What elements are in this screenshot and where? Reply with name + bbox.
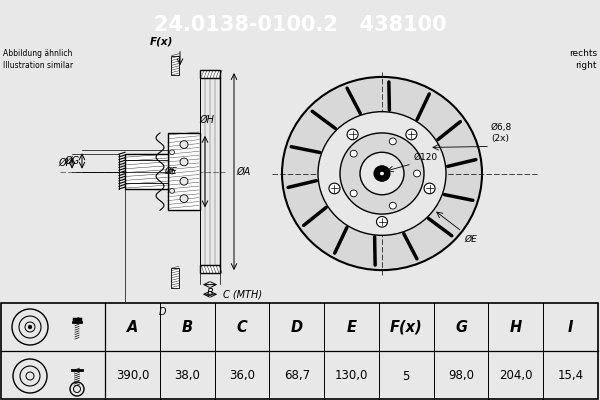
Text: Ø6,8
(2x): Ø6,8 (2x): [491, 122, 512, 143]
Text: I: I: [568, 320, 574, 334]
Text: C (MTH): C (MTH): [223, 289, 262, 299]
Text: ØE: ØE: [164, 167, 178, 176]
Text: 98,0: 98,0: [448, 370, 474, 382]
Text: 5: 5: [403, 370, 410, 382]
Circle shape: [180, 195, 188, 202]
Text: 36,0: 36,0: [229, 370, 255, 382]
Text: rechts
right: rechts right: [569, 49, 597, 70]
Circle shape: [350, 190, 357, 197]
Bar: [125, 154, 168, 189]
Circle shape: [406, 129, 417, 140]
Circle shape: [360, 152, 404, 195]
Circle shape: [180, 141, 188, 148]
Text: D: D: [159, 307, 166, 317]
Text: B: B: [182, 320, 193, 334]
Circle shape: [424, 183, 435, 194]
Circle shape: [340, 133, 424, 214]
Text: ØI: ØI: [59, 158, 69, 168]
Circle shape: [170, 169, 175, 174]
Text: 204,0: 204,0: [499, 370, 533, 382]
Circle shape: [329, 183, 340, 194]
Bar: [200, 70, 220, 78]
Circle shape: [377, 216, 388, 227]
Text: H: H: [510, 320, 522, 334]
Text: 130,0: 130,0: [335, 370, 368, 382]
Text: D: D: [290, 320, 303, 334]
Circle shape: [374, 166, 390, 181]
Circle shape: [350, 150, 357, 157]
Text: 390,0: 390,0: [116, 370, 149, 382]
Circle shape: [380, 172, 383, 175]
Bar: [171, 268, 179, 288]
Text: ØG: ØG: [64, 156, 79, 166]
Text: ØE: ØE: [464, 234, 477, 243]
Circle shape: [28, 325, 32, 329]
Circle shape: [170, 150, 175, 155]
Circle shape: [389, 202, 397, 209]
Circle shape: [180, 177, 188, 185]
Circle shape: [347, 129, 358, 140]
Text: Abbildung ähnlich
Illustration similar: Abbildung ähnlich Illustration similar: [3, 49, 73, 70]
Circle shape: [318, 112, 446, 235]
Text: ØH: ØH: [199, 115, 215, 125]
Bar: [200, 265, 220, 273]
Text: G: G: [455, 320, 467, 334]
Circle shape: [413, 170, 421, 177]
Text: 38,0: 38,0: [174, 370, 200, 382]
Text: F(x): F(x): [150, 37, 173, 47]
Text: B: B: [206, 288, 214, 298]
Text: ØA: ØA: [236, 166, 250, 176]
Text: E: E: [347, 320, 356, 334]
Circle shape: [180, 158, 188, 166]
Text: F(x): F(x): [390, 320, 422, 334]
Text: 15,4: 15,4: [557, 370, 584, 382]
Bar: [171, 56, 179, 75]
Circle shape: [170, 188, 175, 193]
Bar: [168, 133, 200, 210]
Text: Ø120: Ø120: [414, 153, 438, 162]
Text: Ate: Ate: [355, 171, 439, 214]
Text: 68,7: 68,7: [284, 370, 310, 382]
Text: 24.0138-0100.2   438100: 24.0138-0100.2 438100: [154, 15, 446, 35]
Text: C: C: [236, 320, 247, 334]
Circle shape: [389, 138, 397, 145]
Text: A: A: [127, 320, 138, 334]
